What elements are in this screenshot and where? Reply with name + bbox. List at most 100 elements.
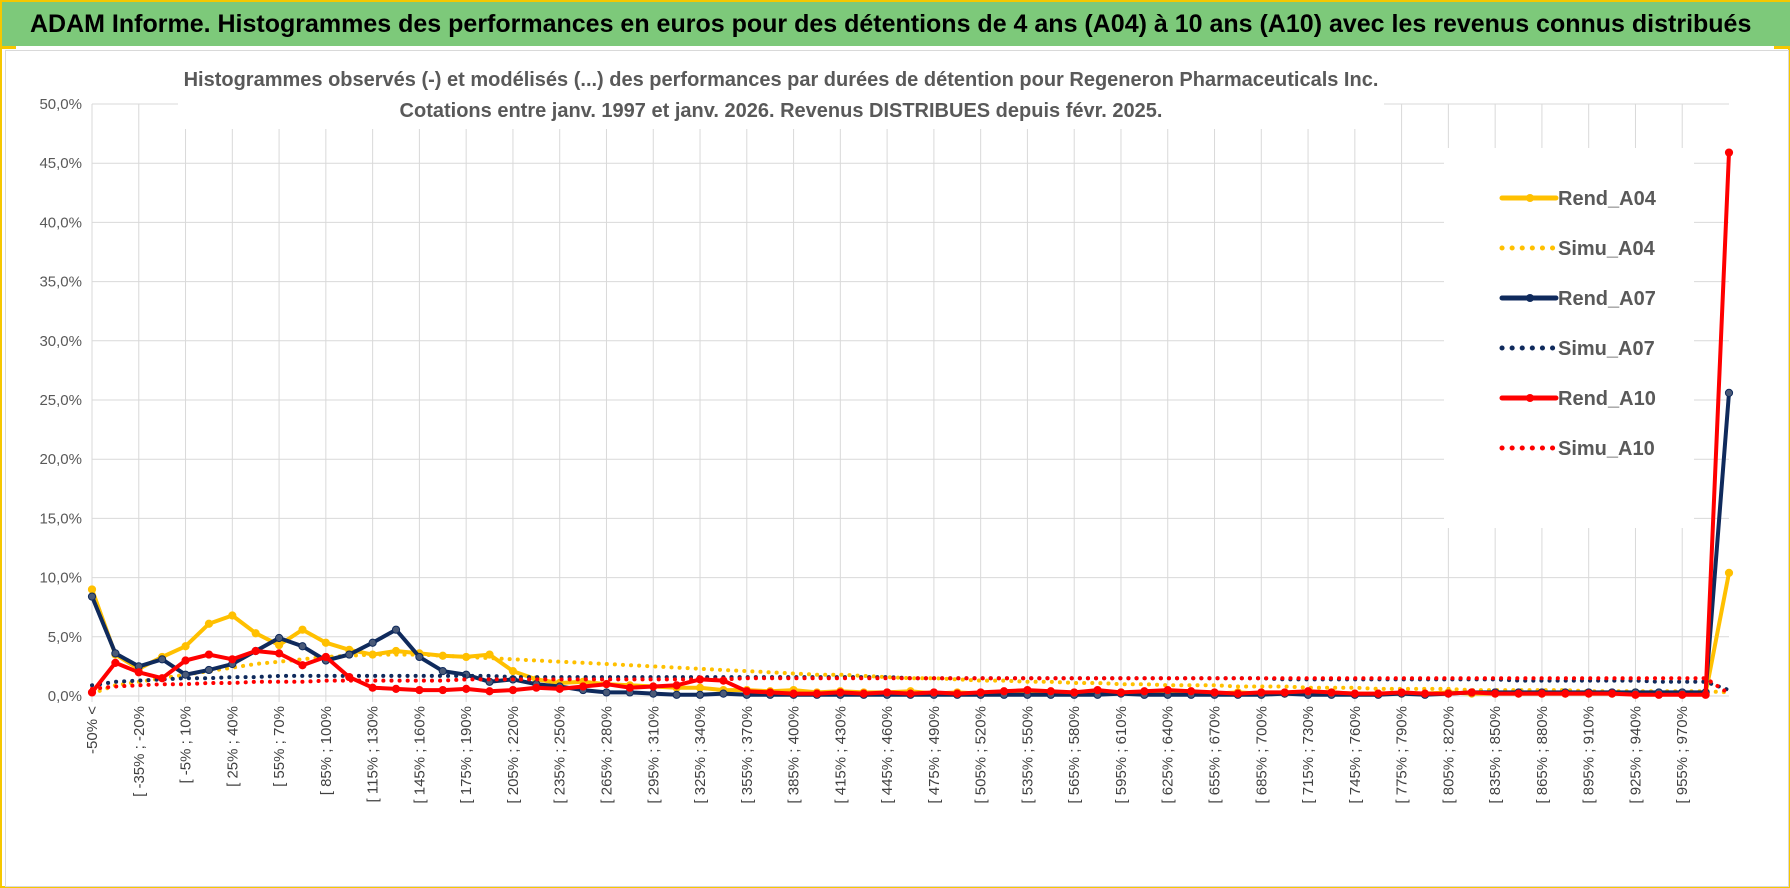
data-point <box>251 646 260 656</box>
x-tick-label: [ 325% ; 340% <box>692 706 709 804</box>
x-axis-ticks: -50% < [ -35% ; -20% [ -5% ; 10% [ 25% ; 40… <box>84 706 1691 804</box>
x-tick-label: [ 505% ; 520% <box>973 706 990 804</box>
data-point <box>836 688 845 697</box>
data-point <box>1374 689 1383 698</box>
legend-marker <box>1526 294 1534 302</box>
data-point <box>111 658 120 667</box>
data-point <box>906 689 915 698</box>
data-point <box>204 650 214 659</box>
x-tick-label: [ 805% ; 820% <box>1440 706 1457 804</box>
y-tick-label: 30,0% <box>39 333 82 350</box>
series-group <box>87 148 1734 699</box>
data-point <box>1701 690 1710 699</box>
data-point <box>1327 688 1336 697</box>
y-tick-label: 20,0% <box>39 451 82 468</box>
data-point <box>953 689 962 698</box>
data-point <box>602 688 611 697</box>
x-tick-label: [ 955% ; 970% <box>1674 706 1691 804</box>
chart-subtitle: Cotations entre janv. 1997 et janv. 2026… <box>400 100 1163 122</box>
data-point <box>87 585 97 594</box>
data-point <box>87 592 97 601</box>
legend-label: Simu_A07 <box>1558 338 1655 360</box>
data-point <box>1397 688 1406 697</box>
data-point <box>672 681 681 690</box>
data-point <box>976 688 985 697</box>
data-point <box>508 685 518 695</box>
data-point <box>204 619 214 628</box>
data-point <box>228 611 237 620</box>
legend-label: Simu_A10 <box>1558 438 1655 460</box>
x-tick-label: [ 415% ; 430% <box>832 706 849 804</box>
data-point <box>1420 689 1430 698</box>
data-point <box>1631 690 1640 699</box>
data-point <box>1093 685 1102 695</box>
corner-accent-left <box>2 46 16 49</box>
y-tick-label: 45,0% <box>39 155 82 172</box>
y-tick-label: 5,0% <box>48 629 82 646</box>
data-point <box>1678 690 1687 699</box>
x-tick-label: [ 235% ; 250% <box>552 706 569 804</box>
data-point <box>532 683 541 692</box>
x-tick-label: [ 475% ; 490% <box>926 706 943 804</box>
data-point <box>345 650 354 659</box>
x-tick-label: [ 655% ; 670% <box>1207 706 1224 804</box>
data-point <box>298 625 307 634</box>
data-point <box>742 687 751 696</box>
y-tick-label: 50,0% <box>39 96 82 113</box>
chart-area: 0,0% 5,0% 10,0% 15,0% 20,0% 25,0% 30,0% 35,0% 40… <box>5 50 1789 887</box>
data-point <box>1303 687 1313 696</box>
x-tick-label: [ 685% ; 700% <box>1253 706 1270 804</box>
data-point <box>1023 685 1032 695</box>
x-tick-label: [ 835% ; 850% <box>1487 706 1504 804</box>
x-tick-label: [ 295% ; 310% <box>645 706 662 804</box>
y-tick-label: 35,0% <box>39 274 82 291</box>
x-tick-label: [ 175% ; 190% <box>458 706 475 804</box>
y-tick-label: 10,0% <box>39 570 82 587</box>
x-tick-label: -50% < <box>84 706 101 754</box>
data-point <box>228 655 237 664</box>
corner-accent-right <box>1774 46 1788 49</box>
data-point <box>1584 689 1593 698</box>
chart-title: Histogrammes observés (-) et modélisés (… <box>184 69 1379 91</box>
y-tick-label: 25,0% <box>39 392 82 409</box>
data-point <box>1140 687 1149 696</box>
x-tick-label: [ 925% ; 940% <box>1627 706 1644 804</box>
data-point <box>111 649 120 658</box>
x-tick-label: [ 85% ; 100% <box>318 706 335 795</box>
data-point <box>321 652 330 662</box>
x-tick-label: [ 895% ; 910% <box>1581 706 1598 804</box>
data-point <box>999 687 1009 696</box>
data-point <box>368 638 377 647</box>
data-point <box>438 667 447 676</box>
data-point <box>1724 568 1734 577</box>
data-point <box>274 633 284 643</box>
report-title: ADAM Informe. Histogrammes des performan… <box>2 2 1790 46</box>
x-tick-label: [ 115% ; 130% <box>365 706 382 802</box>
data-point <box>1724 388 1734 397</box>
x-tick-label: [ -5% ; 10% <box>178 706 195 784</box>
data-point <box>181 656 190 665</box>
data-point <box>859 689 868 698</box>
legend-label: Rend_A07 <box>1558 288 1656 310</box>
data-point <box>321 638 330 647</box>
line-chart: 0,0% 5,0% 10,0% 15,0% 20,0% 25,0% 30,0% 35,0% 40… <box>39 65 1734 804</box>
y-tick-label: 40,0% <box>39 214 82 231</box>
x-tick-label: [ 625% ; 640% <box>1160 706 1177 804</box>
data-point <box>1350 689 1359 698</box>
data-point <box>602 680 611 689</box>
data-point <box>649 682 658 691</box>
data-point <box>1444 689 1453 698</box>
x-tick-label: [ 25% ; 40% <box>224 706 241 787</box>
data-point <box>1210 688 1219 697</box>
x-tick-label: [ 715% ; 730% <box>1300 706 1317 804</box>
data-point <box>789 689 798 698</box>
title-background <box>178 65 1384 129</box>
x-tick-label: [ 595% ; 610% <box>1113 706 1130 804</box>
legend-label: Rend_A10 <box>1558 388 1656 410</box>
x-tick-label: [ -35% ; -20% <box>131 706 148 797</box>
data-point <box>1491 689 1500 698</box>
data-point <box>1561 689 1570 698</box>
data-point <box>883 688 892 697</box>
x-tick-label: [ 355% ; 370% <box>739 706 756 804</box>
data-point <box>1116 688 1126 697</box>
